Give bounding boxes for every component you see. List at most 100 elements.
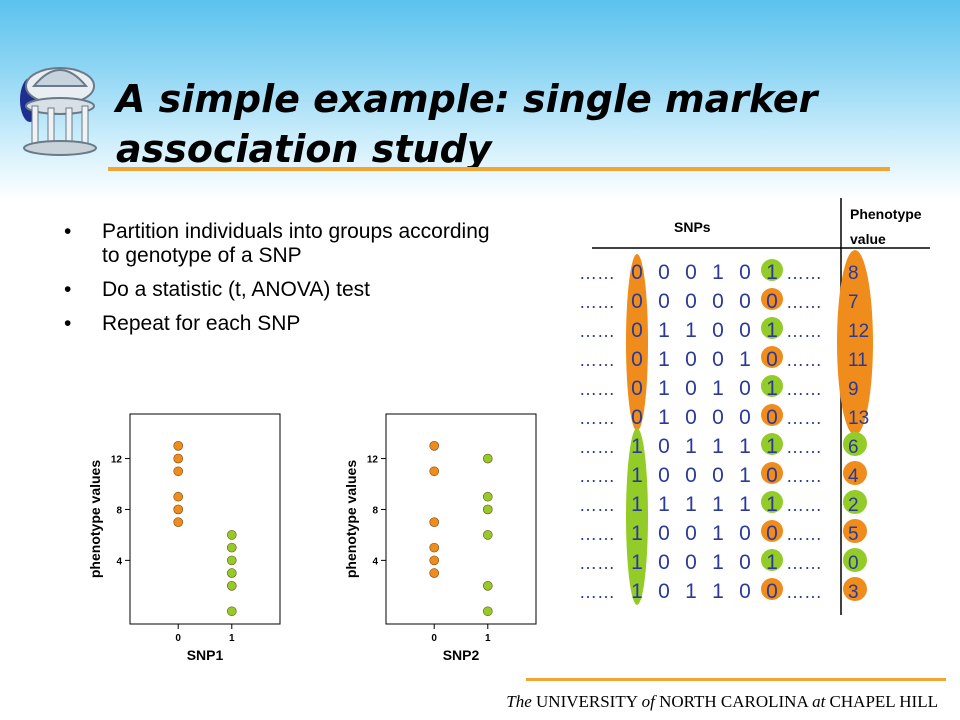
snp-cell: 1	[712, 435, 724, 458]
snp-cell: 0	[631, 377, 643, 400]
data-point	[173, 517, 184, 527]
snp-cell: 0	[685, 464, 697, 487]
phenotype-cell: 12	[848, 321, 869, 342]
data-point	[429, 466, 440, 477]
snp-cell: 1	[631, 435, 643, 458]
last-snp-highlight	[761, 317, 783, 339]
last-snp-highlight	[761, 549, 783, 571]
ellipsis-right: ……	[786, 495, 822, 515]
phenotype-highlight	[843, 490, 867, 514]
data-point	[173, 453, 184, 464]
ellipsis-right: ……	[786, 408, 822, 428]
ellipsis-left: ……	[579, 379, 615, 399]
snp-cell: 0	[712, 406, 724, 429]
title-underline	[108, 167, 890, 171]
snp-cell: 1	[739, 435, 751, 458]
plot-frame	[129, 413, 281, 625]
snp-cell: 1	[658, 348, 670, 371]
last-snp-highlight	[761, 520, 783, 542]
footer-word: NORTH CAROLINA	[659, 692, 808, 711]
snp-cell: 0	[631, 348, 643, 371]
ellipsis-left: ……	[579, 350, 615, 370]
snp-cell: 1	[766, 319, 778, 342]
snp-cell: 0	[685, 551, 697, 574]
snp-cell: 0	[658, 551, 670, 574]
ellipsis-right: ……	[786, 350, 822, 370]
ellipsis-left: ……	[579, 466, 615, 486]
data-point	[226, 542, 237, 553]
phenotype-header-line1: Phenotype	[850, 206, 922, 222]
snp-cell: 0	[766, 348, 778, 371]
y-axis-label: phenotype values	[343, 460, 359, 578]
snp-cell: 1	[712, 522, 724, 545]
snp-cell: 0	[766, 290, 778, 313]
data-point	[482, 453, 493, 464]
snp-cell: 0	[712, 464, 724, 487]
ellipsis-left: ……	[579, 292, 615, 312]
snp-cell: 0	[739, 551, 751, 574]
bullet-item: Repeat for each SNP	[64, 312, 504, 336]
phenotype-cell: 5	[848, 524, 859, 545]
snp-cell: 0	[739, 261, 751, 284]
ellipsis-right: ……	[786, 437, 822, 457]
data-point	[482, 530, 493, 540]
last-snp-highlight	[761, 578, 783, 600]
last-snp-highlight	[761, 491, 783, 513]
snp-cell: 1	[631, 522, 643, 545]
snp-cell: 0	[685, 261, 697, 284]
snp-cell: 1	[739, 348, 751, 371]
phenotype-cell: 4	[848, 466, 859, 487]
data-point	[173, 491, 184, 502]
data-point	[482, 504, 493, 515]
slide-title: A simple example: single marker associat…	[116, 77, 818, 171]
snp-cell: 0	[685, 522, 697, 545]
snp-cell: 1	[631, 464, 643, 487]
snp-cell: 0	[739, 377, 751, 400]
snp-cell: 0	[712, 290, 724, 313]
phenotype-cell: 2	[848, 495, 859, 516]
snp-cell: 1	[712, 493, 724, 516]
phenotype-group0-ellipse	[837, 250, 873, 435]
data-point	[429, 441, 440, 451]
data-point	[429, 517, 440, 527]
data-point	[226, 606, 237, 617]
university-footer: The UNIVERSITY of NORTH CAROLINA at CHAP…	[506, 692, 938, 712]
snp-cell: 0	[766, 464, 778, 487]
snp-cell: 1	[712, 377, 724, 400]
phenotype-cell: 9	[848, 379, 859, 400]
snp-cell: 1	[631, 493, 643, 516]
ellipsis-left: ……	[579, 408, 615, 428]
snp-cell: 0	[739, 319, 751, 342]
snp-cell: 1	[766, 377, 778, 400]
snp-cell: 0	[631, 290, 643, 313]
phenotype-highlight	[843, 577, 867, 601]
ellipsis-left: ……	[579, 437, 615, 457]
ellipsis-left: ……	[579, 495, 615, 515]
phenotype-highlight	[843, 548, 867, 572]
last-snp-highlight	[761, 433, 783, 455]
snp-cell: 1	[631, 551, 643, 574]
snp-cell: 1	[712, 551, 724, 574]
ellipsis-right: ……	[786, 379, 822, 399]
phenotype-highlight	[843, 519, 867, 543]
snp-cell: 0	[685, 377, 697, 400]
data-point	[226, 530, 237, 540]
phenotype-highlight	[843, 432, 867, 456]
snp-cell: 1	[658, 377, 670, 400]
data-point	[482, 606, 493, 617]
snp-cell: 0	[685, 290, 697, 313]
bullet-list: Partition individuals into groups accord…	[64, 220, 504, 346]
snp-cell: 0	[766, 522, 778, 545]
phenotype-cell: 0	[848, 553, 859, 574]
snp-cell: 0	[766, 406, 778, 429]
phenotype-highlight	[843, 461, 867, 485]
snp-cell: 1	[658, 319, 670, 342]
snp-cell: 1	[739, 464, 751, 487]
scatter-plot-snp1: 4 8 12 0 1 SNP1 phenotype values	[87, 413, 281, 660]
bullet-item: Do a statistic (t, ANOVA) test	[64, 278, 504, 302]
snp-cell: 1	[685, 435, 697, 458]
snp-cell: 1	[766, 435, 778, 458]
snp-cell: 0	[658, 290, 670, 313]
last-snp-highlight	[761, 288, 783, 310]
ellipsis-right: ……	[786, 263, 822, 283]
